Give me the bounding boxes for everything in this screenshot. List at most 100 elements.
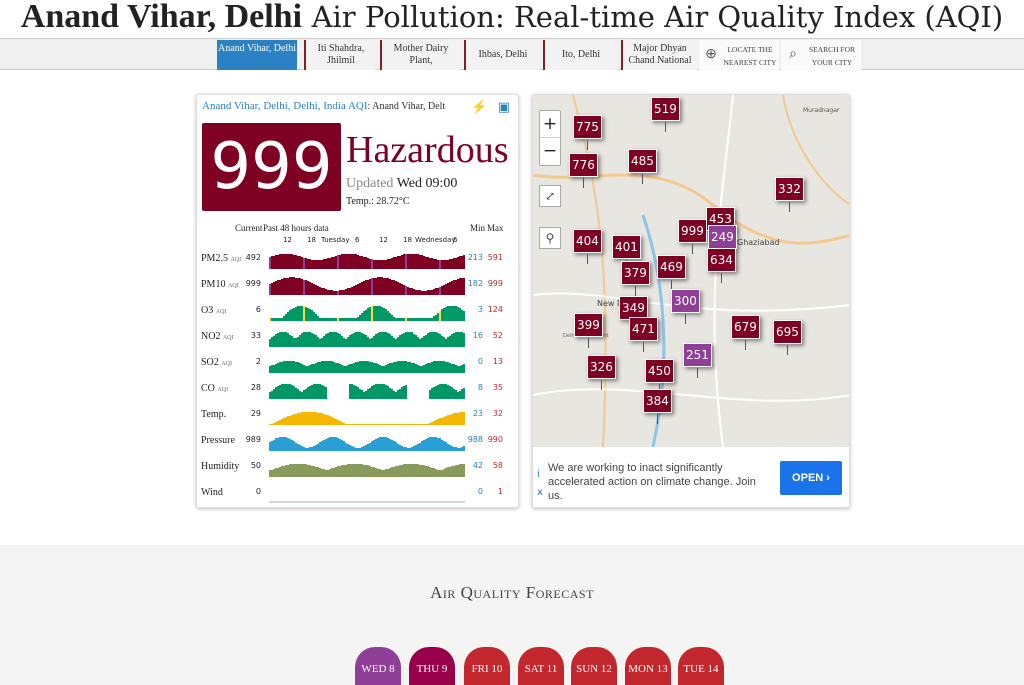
history-bar — [391, 501, 393, 503]
forecast-day[interactable]: SAT 11 — [518, 647, 564, 685]
history-bar — [301, 501, 303, 503]
forecast-day[interactable]: WED 8 — [355, 647, 401, 685]
forecast-day[interactable]: FRI 10 — [464, 647, 510, 685]
history-bar — [375, 260, 377, 269]
history-bar — [387, 333, 389, 347]
zoom-out-button[interactable]: − — [542, 141, 558, 161]
aqi-map-marker[interactable]: 519 — [651, 97, 680, 132]
history-bar — [327, 438, 329, 451]
history-bar — [309, 501, 311, 503]
history-bar — [299, 363, 301, 373]
history-bar — [347, 424, 349, 425]
history-bar — [369, 466, 371, 477]
search-city-button[interactable]: ⌕ Search for your city — [781, 40, 861, 70]
history-bar — [463, 464, 465, 477]
legend-icon[interactable]: ⚲ — [539, 227, 561, 249]
history-bar — [359, 283, 361, 295]
history-bar — [299, 445, 301, 451]
aqi-map-marker[interactable]: 251 — [683, 343, 712, 378]
history-bar — [283, 384, 285, 399]
aqi-map-marker[interactable]: 249 — [708, 225, 737, 260]
tab-anand-vihar[interactable]: Anand Vihar, Delhi — [217, 40, 297, 70]
zoom-in-button[interactable]: + — [540, 111, 560, 138]
history-bar — [415, 445, 417, 451]
station-name-link[interactable]: Anand Vihar, Delhi, Delhi, India — [202, 100, 346, 112]
aqi-map-marker[interactable]: 999 — [678, 219, 707, 254]
history-bar — [279, 254, 281, 269]
history-bar — [439, 384, 441, 399]
tab-major-dhyan-chand[interactable]: Major Dhyan Chand National — [621, 40, 697, 70]
forecast-day[interactable]: MON 13 — [625, 647, 671, 685]
history-bar — [309, 332, 311, 347]
forecast-day[interactable]: TUE 14 — [678, 647, 724, 685]
history-bar — [425, 291, 427, 295]
aqi-map-marker[interactable]: 679 — [731, 315, 760, 350]
history-bar — [413, 254, 415, 269]
history-bar — [379, 277, 381, 295]
aqi-map-marker[interactable]: 401 — [612, 235, 641, 270]
history-bar — [393, 391, 395, 399]
aqi-map-marker[interactable]: 349 — [619, 296, 648, 331]
history-bar — [435, 386, 437, 399]
history-bar — [337, 318, 339, 321]
share-icon[interactable]: ⚡ — [471, 100, 488, 115]
history-bar — [269, 284, 271, 295]
ad-close-icon[interactable]: x — [537, 487, 543, 498]
aqi-map-marker[interactable]: 469 — [657, 255, 686, 290]
history-bar — [365, 280, 367, 295]
aqi-map-marker[interactable]: 384 — [643, 389, 672, 424]
history-bar — [335, 501, 337, 503]
history-bar — [281, 362, 283, 373]
min-value: 0 — [477, 487, 483, 496]
history-bar — [365, 391, 367, 399]
history-bar — [337, 501, 339, 503]
history-bar — [387, 259, 389, 269]
history-bar — [431, 362, 433, 373]
aqi-map[interactable]: Muradnagar Ghaziabad New D Delhi Cantonm… — [533, 95, 849, 447]
aqi-map-marker[interactable]: 379 — [621, 261, 650, 296]
locate-nearest-city-button[interactable]: ⊕ Locate the nearest city — [699, 40, 779, 70]
history-bar — [335, 318, 337, 321]
aqi-map-marker[interactable]: 695 — [773, 320, 802, 355]
ad-info-icon[interactable]: i — [537, 469, 540, 480]
tab-ihbas[interactable]: Ihbas, Delhi — [464, 40, 540, 70]
history-bar — [301, 446, 303, 451]
history-bar — [351, 334, 353, 347]
tab-mother-dairy[interactable]: Mother Dairy Plant, — [380, 40, 460, 70]
history-bar — [391, 440, 393, 451]
history-bar — [293, 501, 295, 503]
aqi-map-marker[interactable]: 776 — [569, 153, 598, 188]
aqi-map-marker[interactable]: 450 — [645, 359, 674, 394]
history-bar — [325, 361, 327, 373]
history-bar — [353, 286, 355, 295]
widget-icon[interactable]: ▣ — [497, 100, 510, 115]
history-bar — [329, 469, 331, 477]
ad-open-button[interactable]: OPEN › — [780, 461, 842, 495]
aqi-map-marker[interactable]: 326 — [587, 355, 616, 390]
history-bar — [359, 389, 361, 399]
history-bar — [447, 444, 449, 451]
aqi-map-marker[interactable]: 634 — [707, 248, 736, 283]
history-bar — [285, 501, 287, 503]
aqi-map-marker[interactable]: 300 — [671, 289, 700, 324]
history-bar — [365, 335, 367, 347]
aqi-map-marker[interactable]: 485 — [628, 149, 657, 184]
history-bar — [459, 308, 461, 321]
history-bar — [309, 412, 311, 425]
forecast-day[interactable]: THU 9 — [409, 647, 455, 685]
tab-iti-shahdra[interactable]: Iti Shahdra, Jhilmil — [304, 40, 376, 70]
fullscreen-icon[interactable]: ⤢ — [539, 185, 561, 207]
tab-ito[interactable]: Ito, Delhi — [543, 40, 617, 70]
history-bar — [373, 260, 375, 269]
history-bar — [449, 467, 451, 477]
aqi-map-marker[interactable]: 404 — [573, 229, 602, 264]
history-bar — [349, 288, 351, 295]
aqi-map-marker[interactable]: 471 — [629, 317, 658, 352]
history-bar — [447, 260, 449, 269]
aqi-map-marker[interactable]: 399 — [574, 313, 603, 348]
history-bar — [361, 333, 363, 347]
current-value: 999 — [245, 279, 261, 288]
aqi-map-marker[interactable]: 332 — [775, 177, 804, 212]
aqi-map-marker[interactable]: 775 — [573, 115, 602, 150]
forecast-day[interactable]: SUN 12 — [571, 647, 617, 685]
